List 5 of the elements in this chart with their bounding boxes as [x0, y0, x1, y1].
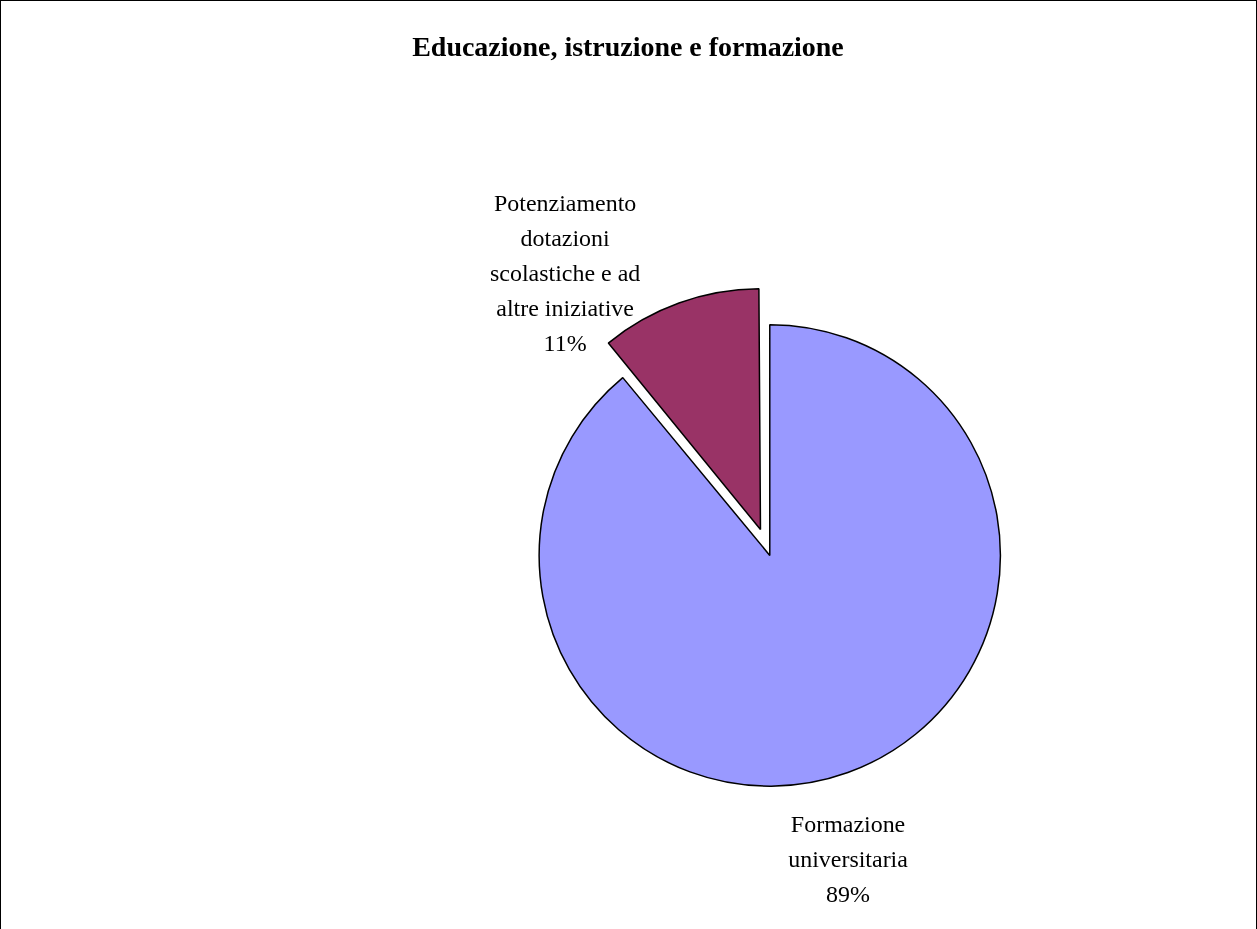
slice-label: Potenziamento dotazioni scolastiche e ad altre iniziative [490, 190, 641, 322]
chart-title: Educazione, istruzione e formazione [412, 31, 844, 63]
slice-label: Formazione universitaria [788, 811, 909, 873]
data-label: 11% [543, 330, 587, 357]
data-label: 89% [826, 881, 871, 908]
